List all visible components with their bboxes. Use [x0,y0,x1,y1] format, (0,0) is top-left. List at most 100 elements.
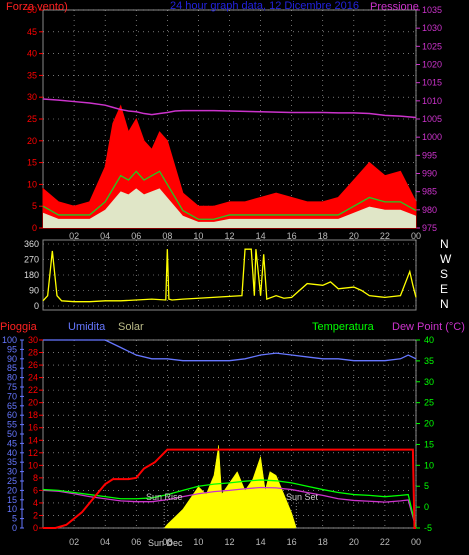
rain-axis-label: Pioggia [0,321,38,333]
direction-series [42,248,417,303]
tick-label: 16 [28,423,38,433]
tick-label: 30 [28,335,38,345]
tick-label: 04 [100,537,110,547]
tick-label: 12 [224,537,234,547]
tick-label: 90 [29,286,39,296]
direction-line [42,248,417,303]
tick-label: 95 [7,344,17,354]
tick-label: 40 [424,335,434,345]
tick-label: 10 [424,460,434,470]
tick-label: 20 [27,136,37,146]
humidity-line [43,339,417,362]
tick-label: 20 [424,419,434,429]
tick-label: 75 [7,382,17,392]
tick-label: 0 [33,523,38,533]
pressure-line [42,98,417,119]
tick-label: 0 [32,223,37,233]
tick-label: 975 [422,223,437,233]
climate-panel: 0510152025303540455055606570758085909510… [0,321,465,548]
direction-grid [43,240,417,310]
tick-label: 70 [7,391,17,401]
tick-label: 10 [7,504,17,514]
tick-label: 20 [28,398,38,408]
tick-label: 15 [27,158,37,168]
tick-label: 2 [33,510,38,520]
tick-label: 1035 [422,5,442,15]
tick-label: 14 [28,435,38,445]
temperature-axis-ticks: -5 0 5 10 15 20 25 30 35 40 [416,335,434,533]
pressure-axis-ticks: 975 980 985 990 995 1000 1005 1010 1015 1020 1025 1… [416,5,442,233]
tick-label: 40 [7,448,17,458]
tick-label: 85 [7,363,17,373]
compass-letter: S [440,267,448,281]
tick-label: 0 [34,301,39,311]
tick-label: 35 [7,457,17,467]
tick-label: 1020 [422,60,442,70]
tick-label: 5 [12,514,17,524]
compass-letter: E [440,282,448,296]
tick-label: 06 [131,537,141,547]
tick-label: 08 [162,537,172,547]
tick-label: 1000 [422,132,442,142]
wind-base-area [43,188,416,228]
tick-label: 990 [422,169,437,179]
humidity-axis-ticks: 0510152025303540455055606570758085909510… [2,335,24,533]
tick-label: 55 [7,420,17,430]
sun-rise-annotation: Sun Rise [146,492,183,502]
tick-label: -5 [424,523,432,533]
tick-label: 80 [7,373,17,383]
tick-label: 360 [24,239,39,249]
tick-label: 02 [69,231,79,241]
tick-label: 65 [7,401,17,411]
solar-legend: Solar [118,321,144,333]
tick-label: 08 [162,231,172,241]
wind-axis-label: Forza vento) [6,1,68,13]
sun-dec-annotation: Sun Dec [148,538,183,548]
tick-label: 14 [256,537,266,547]
tick-label: 995 [422,150,437,160]
tick-label: 45 [7,438,17,448]
tick-label: 985 [422,187,437,197]
tick-label: 10 [27,179,37,189]
tick-label: 25 [27,114,37,124]
compass-letter: W [440,252,452,266]
tick-label: 20 [349,231,359,241]
dew-point-line [42,486,417,529]
tick-label: 45 [27,27,37,37]
tick-label: 24 [28,373,38,383]
climate-series [42,339,417,529]
tick-label: 30 [424,377,434,387]
tick-label: 22 [380,231,390,241]
tick-label: 5 [424,481,429,491]
tick-label: 20 [349,537,359,547]
tick-label: 4 [33,498,38,508]
tick-label: 100 [2,335,17,345]
tick-label: 1025 [422,41,442,51]
temperature-line [42,479,417,529]
tick-label: 15 [424,439,434,449]
tick-label: 1015 [422,78,442,88]
tick-label: 15 [7,495,17,505]
tick-label: 12 [28,448,38,458]
tick-label: 25 [7,476,17,486]
tick-label: 6 [33,485,38,495]
tick-label: 12 [224,231,234,241]
climate-grid [43,339,417,529]
tick-label: 90 [7,354,17,364]
tick-label: 02 [69,537,79,547]
tick-label: 10 [28,460,38,470]
tick-label: 10 [193,537,203,547]
tick-label: 18 [318,231,328,241]
bottom-time-axis-ticks: 02 04 06 08 10 12 14 16 18 20 22 00 [69,537,421,547]
tick-label: 8 [33,473,38,483]
tick-label: 1010 [422,96,442,106]
tick-label: 1005 [422,114,442,124]
tick-label: 20 [7,485,17,495]
compass-letter: N [440,237,449,251]
direction-axis-ticks: 0 90 180 270 360 [24,239,39,311]
tick-label: 14 [256,231,266,241]
